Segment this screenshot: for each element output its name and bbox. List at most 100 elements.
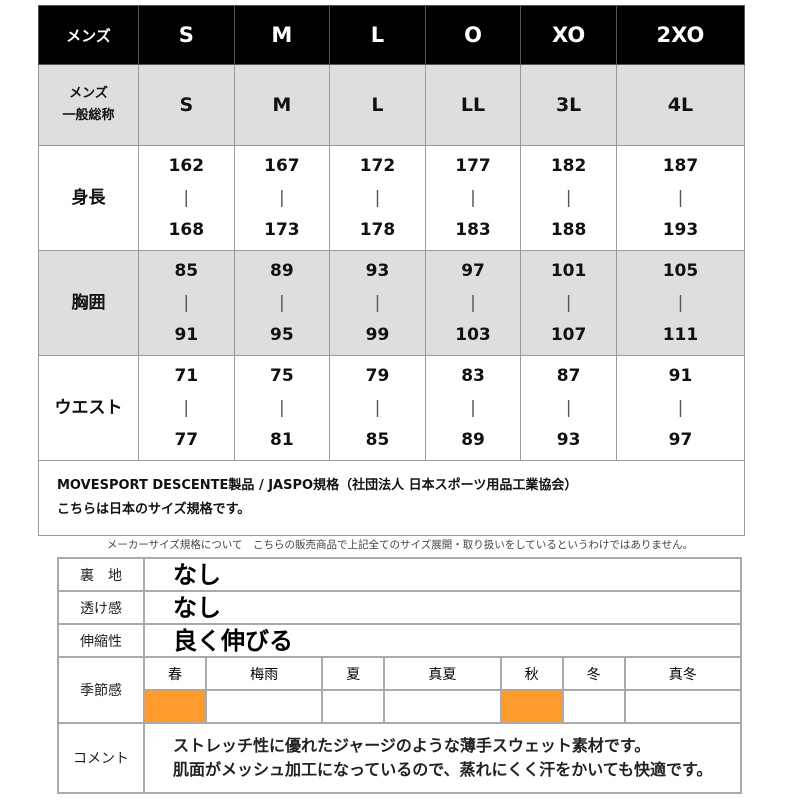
general-size: L: [329, 64, 426, 146]
measurement-range: 177 | 183: [424, 145, 522, 251]
measurement-label: 胸囲: [38, 250, 139, 356]
measurement-range: 75 | 81: [233, 355, 331, 461]
season-name: 真冬: [623, 656, 743, 691]
size-header: 2XO: [615, 5, 746, 65]
measurement-row: 身長 162 | 168 167 | 173 172 | 178 177 | 183 182 | 188 187…: [38, 145, 746, 251]
season-label: 季節感: [57, 656, 145, 724]
measurement-range: 172 | 178: [329, 145, 426, 251]
range-separator: |: [470, 188, 476, 208]
range-separator: |: [677, 293, 684, 313]
range-max: 81: [270, 430, 294, 450]
measurement-row: ウエスト 71 | 77 75 | 81 79 | 85 83 | 89 87 | 93 91 | 97: [38, 355, 746, 461]
note-line: こちらは日本のサイズ規格です。: [57, 502, 251, 517]
general-size: 4L: [615, 64, 746, 146]
range-min: 167: [264, 156, 300, 176]
general-size-row: メンズ 一般総称 S M L LL 3L 4L: [38, 64, 746, 146]
range-separator: |: [565, 398, 572, 418]
range-separator: |: [183, 398, 190, 418]
header-label: メンズ: [38, 5, 139, 65]
measurement-range: 93 | 99: [329, 250, 426, 356]
range-max: 93: [556, 430, 581, 450]
season-indicator: [561, 689, 626, 724]
measurement-range: 167 | 173: [233, 145, 331, 251]
general-label-line: メンズ: [69, 86, 108, 101]
range-max: 95: [270, 325, 294, 345]
measurement-row: 胸囲 85 | 91 89 | 95 93 | 99 97 | 103 101 | 107 105 | 111: [38, 250, 746, 356]
measurement-range: 187 | 193: [615, 145, 746, 251]
range-separator: |: [565, 293, 572, 313]
range-separator: |: [279, 398, 285, 418]
season-name: 夏: [321, 656, 386, 691]
general-size: 3L: [520, 64, 617, 146]
season-indicator: [204, 689, 324, 724]
range-min: 182: [550, 156, 587, 176]
lining-value: なし: [143, 557, 742, 592]
size-chart-table: メンズ S M L O XO 2XO メンズ 一般総称 S M L LL 3L 4…: [38, 5, 746, 461]
range-min: 79: [365, 366, 390, 386]
range-min: 162: [168, 156, 205, 176]
range-min: 172: [359, 156, 396, 176]
sheer-label: 透け感: [57, 590, 145, 625]
range-separator: |: [183, 293, 190, 313]
range-separator: |: [183, 188, 190, 208]
general-label-line: 一般総称: [62, 108, 115, 123]
season-indicator-active: [499, 689, 564, 724]
range-separator: |: [374, 398, 381, 418]
range-min: 89: [270, 261, 294, 281]
material-spec-table: 裏 地なし 透け感 なし 伸縮性 良く伸びる 季節感春梅雨夏真夏秋冬真冬 コメントス…: [57, 557, 743, 794]
note-line: MOVESPORT DESCENTE製品 / JASPO規格（社団法人 日本スポ…: [57, 478, 578, 493]
season-name: 冬: [561, 656, 626, 691]
range-separator: |: [279, 293, 285, 313]
measurement-range: 182 | 188: [520, 145, 617, 251]
range-min: 177: [455, 156, 491, 176]
range-separator: |: [470, 293, 476, 313]
measurement-range: 105 | 111: [615, 250, 746, 356]
range-max: 107: [550, 325, 587, 345]
comment-label: コメント: [57, 722, 145, 794]
measurement-label: ウエスト: [38, 355, 139, 461]
season-name: 真夏: [383, 656, 502, 691]
measurement-range: 79 | 85: [329, 355, 426, 461]
stretch-value: 良く伸びる: [143, 623, 742, 658]
range-max: 193: [662, 220, 699, 240]
range-separator: |: [565, 188, 572, 208]
season-indicator-active: [143, 689, 207, 724]
measurement-range: 87 | 93: [520, 355, 617, 461]
size-header: S: [138, 5, 235, 65]
measurement-range: 101 | 107: [520, 250, 617, 356]
range-separator: |: [374, 293, 381, 313]
range-max: 85: [365, 430, 390, 450]
range-max: 168: [168, 220, 205, 240]
range-max: 103: [455, 325, 491, 345]
range-min: 75: [270, 366, 294, 386]
range-separator: |: [470, 398, 476, 418]
measurement-range: 91 | 97: [615, 355, 746, 461]
range-min: 97: [461, 261, 485, 281]
range-min: 87: [556, 366, 581, 386]
range-min: 101: [550, 261, 587, 281]
measurement-range: 97 | 103: [424, 250, 522, 356]
size-header: XO: [520, 5, 617, 65]
size-notes: MOVESPORT DESCENTE製品 / JASPO規格（社団法人 日本スポ…: [38, 460, 745, 536]
range-max: 91: [174, 325, 199, 345]
range-separator: |: [677, 188, 684, 208]
range-min: 83: [461, 366, 485, 386]
range-max: 89: [461, 430, 485, 450]
measurement-range: 71 | 77: [138, 355, 235, 461]
comment-line: 肌面がメッシュ加工になっているので、蒸れにくく汗をかいても快適です。: [173, 760, 713, 779]
range-min: 85: [174, 261, 199, 281]
range-min: 93: [365, 261, 390, 281]
measurement-label: 身長: [38, 145, 139, 251]
size-header-row: メンズ S M L O XO 2XO: [38, 5, 746, 65]
comment-text: ストレッチ性に優れたジャージのような薄手スウェット素材です。 肌面がメッシュ加工に…: [143, 722, 742, 794]
general-size: S: [138, 64, 235, 146]
range-max: 99: [365, 325, 390, 345]
range-max: 173: [264, 220, 300, 240]
measurement-range: 85 | 91: [138, 250, 235, 356]
measurement-range: 83 | 89: [424, 355, 522, 461]
season-name: 春: [143, 656, 207, 691]
season-indicator: [321, 689, 386, 724]
range-min: 187: [662, 156, 699, 176]
range-separator: |: [677, 398, 684, 418]
general-label: メンズ 一般総称: [38, 64, 139, 146]
